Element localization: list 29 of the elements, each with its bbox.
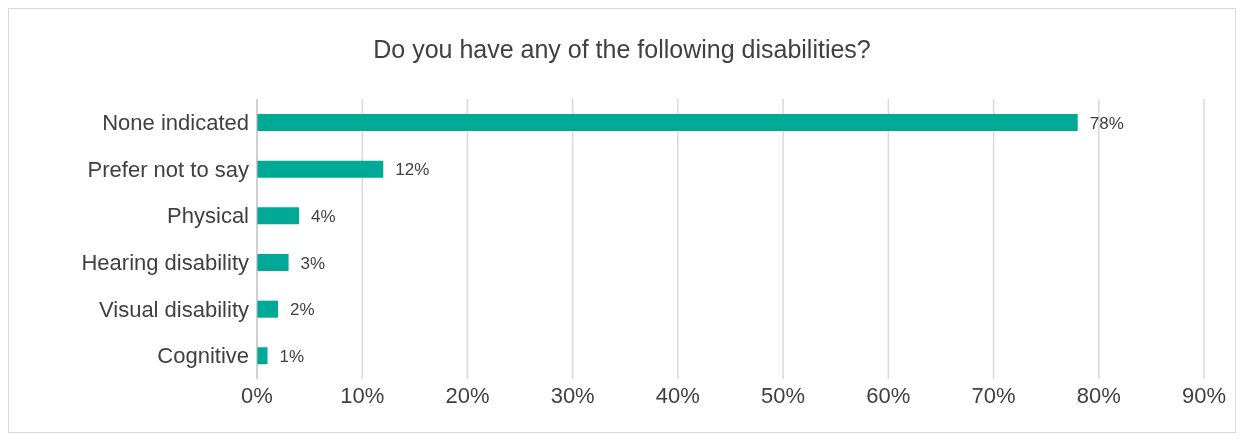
data-label: 2% <box>290 300 315 320</box>
x-tick-label: 50% <box>761 382 806 408</box>
bar <box>257 347 268 365</box>
y-tick-label: Cognitive <box>157 343 249 369</box>
x-tick-label: 0% <box>241 382 273 408</box>
data-label: 3% <box>300 253 326 273</box>
x-tick-label: 90% <box>1181 382 1227 408</box>
x-tick-label: 10% <box>340 382 385 408</box>
x-tick-label: 30% <box>550 382 595 408</box>
bar <box>257 114 1078 131</box>
y-tick-label: Visual disability <box>98 296 249 322</box>
x-tick-label: 20% <box>445 382 490 408</box>
bar <box>257 254 289 271</box>
data-label: 78% <box>1089 113 1124 133</box>
data-label: 4% <box>311 206 336 226</box>
x-tick-label: 70% <box>971 382 1016 408</box>
y-tick-label: Prefer not to say <box>87 156 249 182</box>
y-tick-label: Physical <box>167 203 249 229</box>
x-tick-label: 80% <box>1076 382 1121 408</box>
bar <box>257 300 279 318</box>
bar <box>257 160 384 178</box>
y-tick-label: Hearing disability <box>81 250 249 276</box>
y-tick-label: None indicated <box>102 110 249 136</box>
data-label: 12% <box>395 160 430 180</box>
bar <box>257 207 300 225</box>
chart-title: Do you have any of the following disabilities? <box>372 33 872 65</box>
x-tick-label: 40% <box>655 382 700 408</box>
data-label: 1% <box>279 346 305 366</box>
x-tick-label: 60% <box>866 382 911 408</box>
